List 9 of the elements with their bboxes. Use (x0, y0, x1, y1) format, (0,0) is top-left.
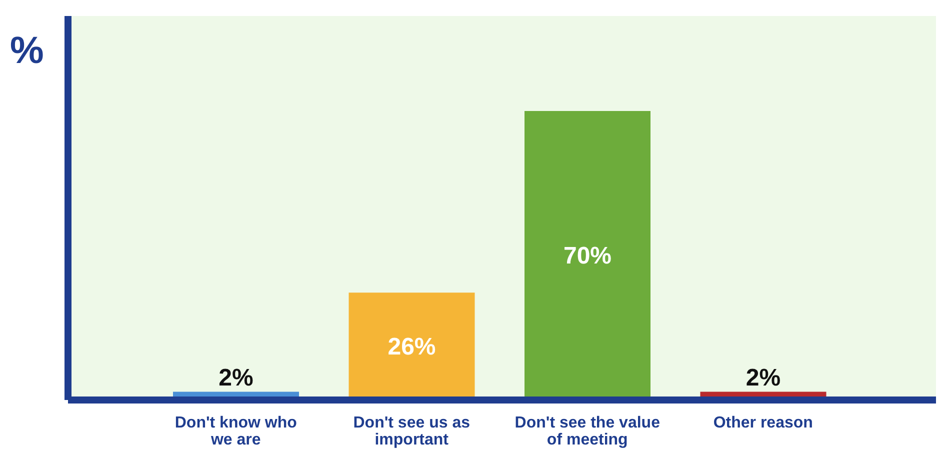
x-tick-label: Don't see the value of meeting (514, 414, 660, 448)
x-tick-label: Other reason (713, 414, 813, 432)
data-label: 2% (746, 364, 781, 392)
y-axis-title: % (10, 30, 44, 73)
x-tick-label: Don't know who we are (174, 414, 298, 448)
data-label: 26% (388, 333, 436, 360)
data-label: 70% (563, 242, 612, 270)
data-label: 2% (218, 364, 254, 392)
x-tick-label: Don't see us as important (353, 414, 470, 448)
